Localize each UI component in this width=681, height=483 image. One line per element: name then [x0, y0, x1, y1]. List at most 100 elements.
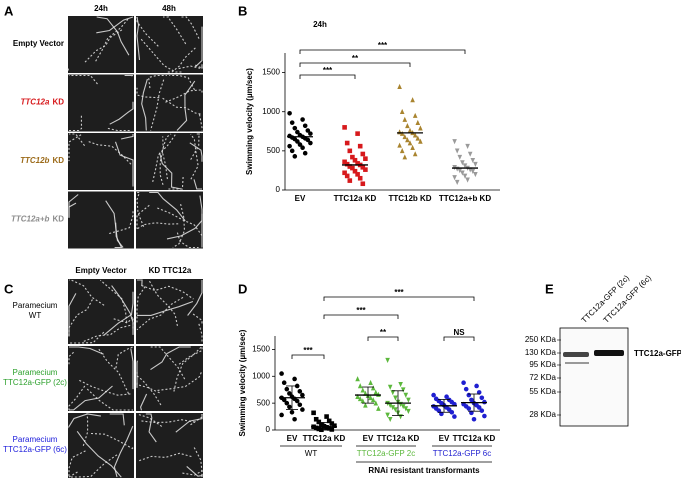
data-point: [405, 123, 410, 129]
data-point: [403, 406, 409, 412]
swim-track: [175, 414, 203, 433]
data-point: [279, 371, 284, 376]
micrograph: [68, 133, 134, 190]
y-tick-label: 0: [266, 425, 271, 434]
panel-label: C: [4, 281, 14, 296]
group-label: TTC12a-GFP 2c: [357, 449, 416, 458]
swim-track: [90, 432, 134, 450]
swim-track: [114, 222, 123, 249]
swim-track: [198, 114, 203, 131]
micrograph: [136, 279, 203, 344]
data-point: [292, 376, 297, 382]
micrograph: [136, 16, 203, 73]
data-point: [462, 173, 468, 179]
swim-track: [149, 191, 186, 222]
swim-track: [69, 115, 83, 132]
data-point: [476, 405, 482, 410]
data-point: [449, 409, 455, 415]
swim-track: [76, 430, 122, 478]
y-axis-label: Swimming velocity (µm/sec): [245, 68, 254, 175]
data-point: [373, 400, 379, 406]
gene-name: TTC12a: [21, 98, 50, 107]
data-point: [397, 83, 402, 89]
swim-track: [136, 286, 146, 323]
swim-track: [103, 291, 134, 336]
swim-track: [159, 136, 164, 185]
micrograph: [68, 346, 134, 411]
group-label: TTC12a-GFP 6c: [433, 449, 492, 458]
swim-track: [69, 74, 98, 85]
row-label: TTC12a-GFP (6c): [3, 445, 67, 454]
data-point: [460, 170, 465, 176]
swim-track: [100, 279, 128, 323]
significance-bracket: [323, 296, 475, 301]
data-point: [355, 393, 360, 399]
swim-track: [136, 413, 163, 427]
swim-track: [145, 413, 157, 443]
y-axis-label: Swimming velocity (µm/sec): [238, 329, 247, 436]
swim-track: [68, 385, 113, 411]
row-label: Empty Vector: [13, 39, 64, 48]
data-point: [279, 412, 284, 418]
data-point: [415, 119, 421, 125]
data-point: [319, 422, 324, 427]
swim-track: [167, 176, 184, 190]
data-point: [476, 390, 482, 395]
data-point: [390, 405, 396, 411]
data-point: [289, 148, 295, 154]
swim-track: [67, 68, 70, 73]
data-point: [399, 148, 405, 154]
significance-bracket: [291, 354, 325, 359]
data-point: [406, 397, 411, 403]
data-point: [415, 135, 421, 141]
swim-track: [86, 140, 132, 165]
swim-track: [69, 454, 118, 478]
data-point: [393, 395, 398, 401]
data-point: [460, 160, 465, 166]
significance-bracket: [367, 336, 399, 341]
swim-track: [162, 97, 203, 115]
column-header: Empty Vector: [75, 266, 126, 275]
swim-track: [198, 323, 203, 343]
data-point: [302, 123, 308, 129]
data-point: [452, 139, 457, 145]
micrograph: [68, 191, 134, 249]
data-point: [407, 127, 413, 133]
row-label: TTC12a+b KD: [11, 215, 64, 224]
data-point: [295, 139, 300, 144]
ladder-label: 95 KDa: [529, 360, 556, 369]
data-point: [412, 151, 418, 157]
swim-track: [113, 315, 134, 330]
data-point: [355, 161, 360, 166]
data-point: [439, 411, 444, 417]
ladder-label: 250 KDa: [525, 335, 557, 344]
micrograph: [68, 16, 134, 73]
data-point: [284, 386, 290, 392]
swim-track: [194, 26, 203, 68]
row-label: TTC12b KD: [20, 156, 64, 165]
swim-track: [77, 379, 131, 396]
data-point: [302, 150, 308, 156]
swim-track: [137, 279, 143, 287]
x-tick-label: TTC12a KD: [334, 194, 377, 203]
data-point: [463, 386, 469, 392]
swim-track: [136, 382, 160, 394]
data-point: [342, 159, 347, 165]
data-point: [473, 172, 478, 178]
data-point: [287, 110, 292, 116]
swim-track: [68, 202, 77, 218]
swim-track: [173, 346, 202, 392]
significance-label: ***: [356, 306, 366, 315]
data-point: [363, 167, 368, 172]
swim-track: [136, 191, 145, 227]
y-tick-label: 1000: [252, 371, 270, 380]
swim-track: [150, 346, 191, 371]
data-point: [308, 140, 313, 146]
data-point: [360, 398, 366, 404]
ladder-label: 130 KDa: [525, 348, 557, 357]
data-point: [397, 142, 402, 148]
micrograph: [136, 413, 203, 478]
data-point: [406, 408, 411, 414]
blot: [559, 327, 629, 427]
data-point: [461, 380, 466, 386]
